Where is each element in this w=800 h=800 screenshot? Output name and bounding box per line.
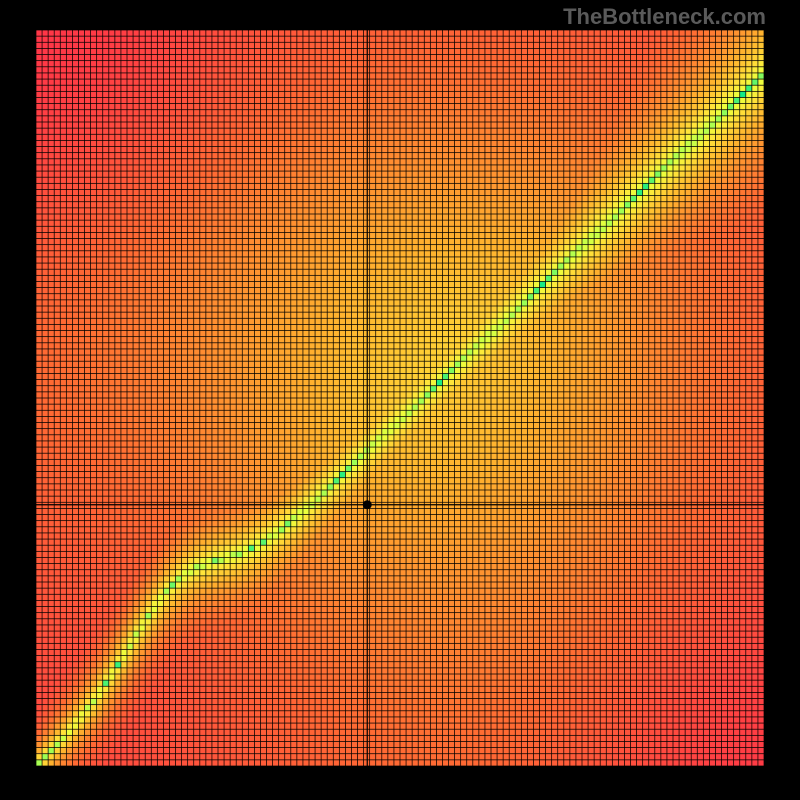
bottleneck-heatmap [36, 30, 764, 766]
watermark-text: TheBottleneck.com [563, 4, 766, 30]
chart-container: TheBottleneck.com [0, 0, 800, 800]
